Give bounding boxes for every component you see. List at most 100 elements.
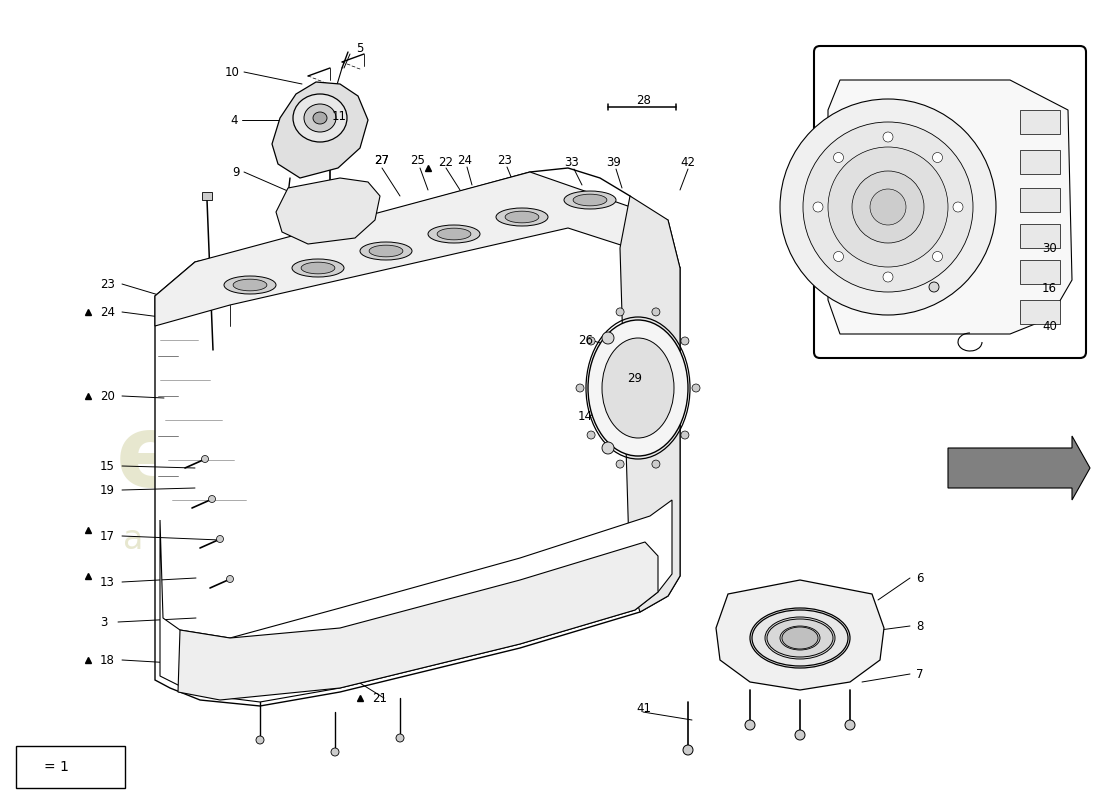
Circle shape — [576, 384, 584, 392]
Circle shape — [201, 455, 209, 462]
Circle shape — [828, 147, 948, 267]
Polygon shape — [160, 500, 672, 702]
Circle shape — [933, 251, 943, 262]
Circle shape — [692, 384, 700, 392]
Text: 4: 4 — [231, 114, 238, 126]
Circle shape — [883, 272, 893, 282]
Ellipse shape — [304, 104, 336, 132]
Ellipse shape — [764, 617, 835, 659]
Text: 41: 41 — [636, 702, 651, 714]
Circle shape — [331, 748, 339, 756]
Circle shape — [652, 460, 660, 468]
Circle shape — [930, 282, 939, 292]
Ellipse shape — [767, 619, 833, 657]
Circle shape — [616, 460, 624, 468]
Polygon shape — [272, 82, 368, 178]
Text: 42: 42 — [681, 155, 695, 169]
Circle shape — [256, 736, 264, 744]
Circle shape — [396, 734, 404, 742]
Ellipse shape — [233, 279, 267, 291]
Text: 10: 10 — [226, 66, 240, 78]
Circle shape — [602, 442, 614, 454]
Circle shape — [681, 337, 689, 345]
Text: 27: 27 — [374, 154, 389, 166]
Text: 26: 26 — [578, 334, 593, 346]
Circle shape — [227, 575, 233, 582]
Text: 11: 11 — [332, 110, 346, 122]
Polygon shape — [155, 172, 680, 326]
Text: 9: 9 — [232, 166, 240, 178]
Circle shape — [780, 99, 996, 315]
Bar — [1020, 188, 1060, 212]
Text: 39: 39 — [606, 155, 621, 169]
Bar — [1020, 224, 1060, 248]
Text: 15: 15 — [100, 459, 114, 473]
Text: a passion for parts, since 1994: a passion for parts, since 1994 — [122, 523, 637, 557]
Ellipse shape — [782, 627, 818, 649]
Bar — [1020, 150, 1060, 174]
Text: 40: 40 — [1042, 319, 1057, 333]
Text: 14: 14 — [578, 410, 593, 422]
Ellipse shape — [780, 626, 820, 650]
Circle shape — [681, 431, 689, 439]
Ellipse shape — [314, 112, 327, 124]
Polygon shape — [948, 436, 1090, 500]
Ellipse shape — [428, 225, 480, 243]
Text: europ: europ — [116, 411, 444, 509]
Text: 27: 27 — [374, 154, 389, 166]
Ellipse shape — [573, 194, 607, 206]
Text: 20: 20 — [100, 390, 114, 402]
Ellipse shape — [293, 94, 346, 142]
Circle shape — [883, 132, 893, 142]
Ellipse shape — [360, 242, 412, 260]
FancyBboxPatch shape — [16, 746, 125, 788]
Text: 17: 17 — [100, 530, 116, 542]
Ellipse shape — [292, 259, 344, 277]
Text: 25: 25 — [410, 154, 426, 166]
Ellipse shape — [602, 338, 674, 438]
Text: 29: 29 — [627, 371, 642, 385]
Text: 23: 23 — [100, 278, 114, 290]
Text: 22: 22 — [438, 155, 453, 169]
Circle shape — [795, 730, 805, 740]
Ellipse shape — [370, 245, 403, 257]
Circle shape — [870, 189, 906, 225]
Circle shape — [652, 308, 660, 316]
Circle shape — [845, 720, 855, 730]
Polygon shape — [155, 168, 680, 706]
Text: 28: 28 — [637, 94, 651, 106]
Circle shape — [834, 153, 844, 162]
Circle shape — [852, 171, 924, 243]
Text: 18: 18 — [100, 654, 114, 666]
Circle shape — [745, 720, 755, 730]
Circle shape — [803, 122, 974, 292]
Text: 3: 3 — [100, 615, 108, 629]
Circle shape — [953, 202, 962, 212]
Ellipse shape — [496, 208, 548, 226]
Text: 13: 13 — [100, 575, 114, 589]
Polygon shape — [178, 542, 658, 700]
Text: 23: 23 — [497, 154, 513, 166]
Ellipse shape — [750, 608, 850, 668]
Circle shape — [813, 202, 823, 212]
Bar — [1020, 110, 1060, 134]
Text: 19: 19 — [100, 483, 116, 497]
Ellipse shape — [224, 276, 276, 294]
FancyBboxPatch shape — [814, 46, 1086, 358]
Text: 5: 5 — [356, 42, 363, 54]
Text: 16: 16 — [1042, 282, 1057, 294]
Circle shape — [209, 495, 216, 502]
Circle shape — [683, 745, 693, 755]
Polygon shape — [716, 580, 884, 690]
Circle shape — [616, 308, 624, 316]
Polygon shape — [276, 178, 380, 244]
Ellipse shape — [752, 610, 848, 666]
Bar — [1020, 300, 1060, 324]
Ellipse shape — [437, 228, 471, 240]
Circle shape — [834, 251, 844, 262]
Circle shape — [587, 431, 595, 439]
Circle shape — [602, 332, 614, 344]
Circle shape — [587, 337, 595, 345]
Circle shape — [933, 153, 943, 162]
Ellipse shape — [588, 320, 688, 456]
